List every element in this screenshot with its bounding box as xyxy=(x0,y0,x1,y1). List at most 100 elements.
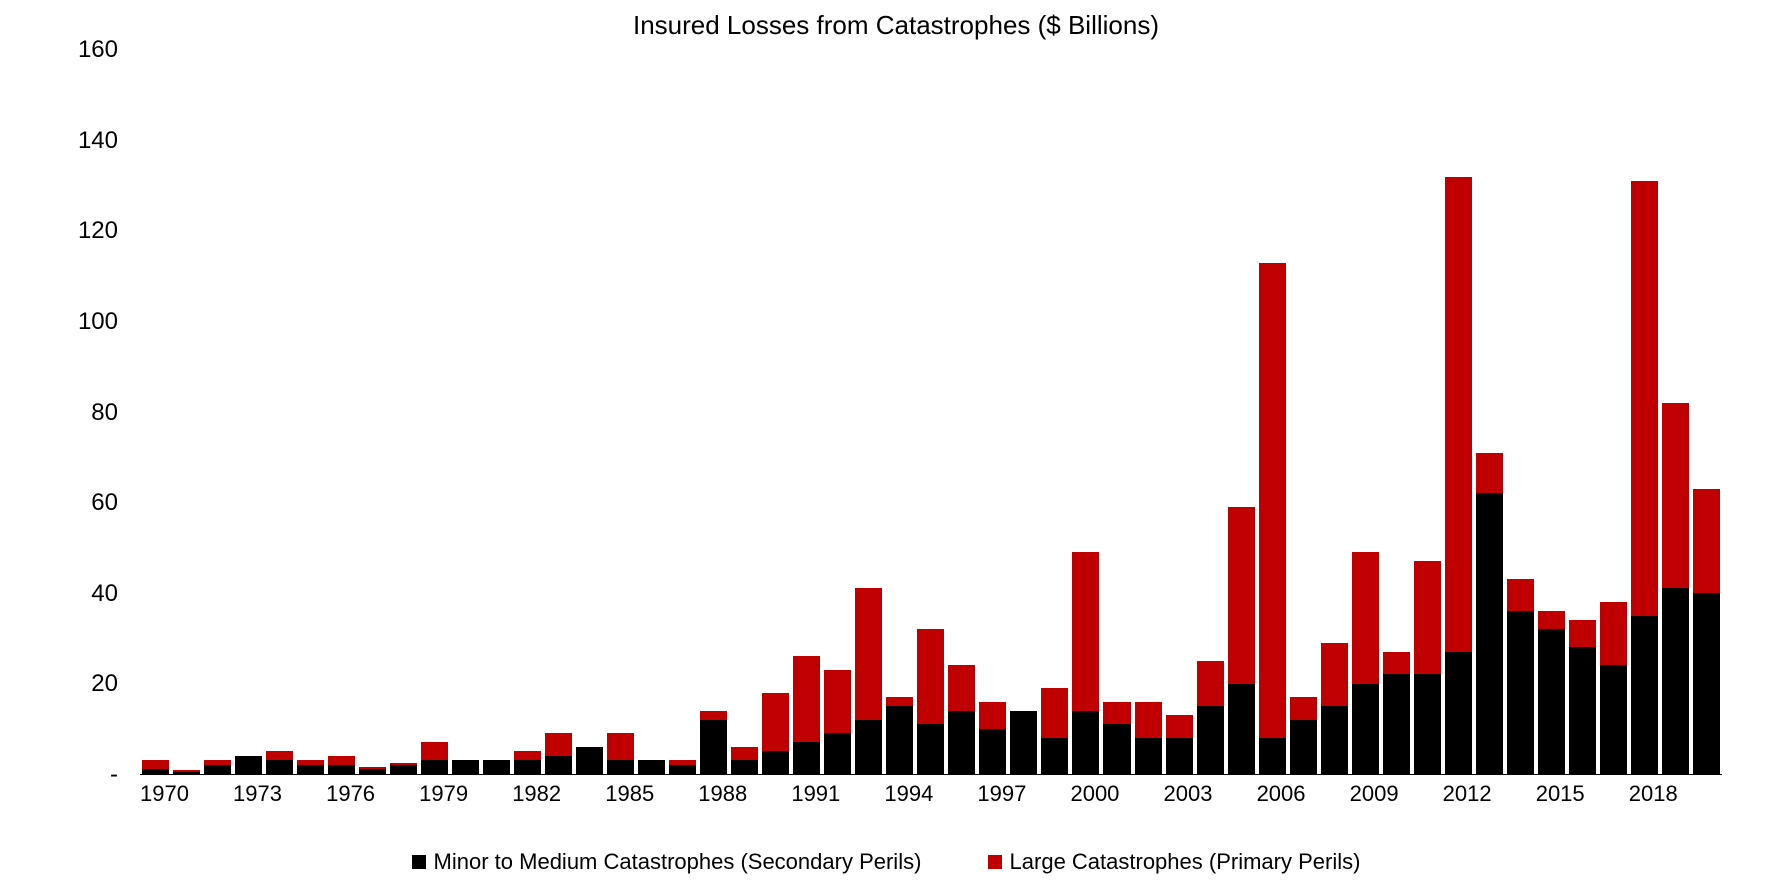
x-tick-label xyxy=(189,781,211,807)
bar-secondary xyxy=(328,765,355,774)
bar-primary xyxy=(1414,561,1441,674)
bar-group xyxy=(1103,50,1130,774)
bar-secondary xyxy=(824,733,851,774)
bar-group xyxy=(545,50,572,774)
bar-group xyxy=(421,50,448,774)
bar-primary xyxy=(1352,552,1379,683)
bar-secondary xyxy=(390,765,417,774)
bar-group xyxy=(1600,50,1627,774)
bar-primary xyxy=(855,588,882,719)
bar-primary xyxy=(607,733,634,760)
bar-secondary xyxy=(576,747,603,774)
bar-secondary xyxy=(1259,738,1286,774)
bar-secondary xyxy=(1600,665,1627,774)
bar-secondary xyxy=(421,760,448,774)
x-tick-label xyxy=(1585,781,1607,807)
x-tick-label xyxy=(1421,781,1443,807)
bar-group xyxy=(1010,50,1037,774)
bar-primary xyxy=(1476,453,1503,494)
bar-primary xyxy=(1103,702,1130,725)
x-tick-label: 2000 xyxy=(1070,781,1119,807)
bar-group xyxy=(204,50,231,774)
x-tick-label: 2012 xyxy=(1443,781,1492,807)
bar-secondary xyxy=(142,769,169,774)
legend: Minor to Medium Catastrophes (Secondary … xyxy=(0,849,1772,875)
bar-group xyxy=(297,50,324,774)
bar-primary xyxy=(700,711,727,720)
legend-label-secondary: Minor to Medium Catastrophes (Secondary … xyxy=(434,849,922,875)
bar-primary xyxy=(328,756,355,765)
bar-secondary xyxy=(762,751,789,774)
bar-group xyxy=(1631,50,1658,774)
bar-group xyxy=(1538,50,1565,774)
bar-primary xyxy=(762,693,789,752)
bar-secondary xyxy=(917,724,944,774)
x-tick-label xyxy=(1306,781,1328,807)
x-tick-label xyxy=(375,781,397,807)
x-tick-label xyxy=(1607,781,1629,807)
bar-group xyxy=(1166,50,1193,774)
legend-label-primary: Large Catastrophes (Primary Perils) xyxy=(1010,849,1361,875)
bar-primary xyxy=(1693,489,1720,593)
bar-secondary xyxy=(1383,674,1410,774)
bar-secondary xyxy=(638,760,665,774)
bar-secondary xyxy=(1507,611,1534,774)
bar-secondary xyxy=(793,742,820,774)
bar-secondary xyxy=(1352,684,1379,775)
y-tick-label: 80 xyxy=(91,399,118,427)
y-tick-label: 20 xyxy=(91,670,118,698)
bar-secondary xyxy=(1569,647,1596,774)
bar-secondary xyxy=(266,760,293,774)
x-tick-label: 2018 xyxy=(1629,781,1678,807)
bar-secondary xyxy=(1693,593,1720,774)
bar-secondary xyxy=(1631,616,1658,774)
bar-secondary xyxy=(173,772,200,774)
bar-group xyxy=(731,50,758,774)
bar-secondary xyxy=(1476,493,1503,774)
bar-group xyxy=(917,50,944,774)
bar-primary xyxy=(1228,507,1255,683)
bar-group xyxy=(1259,50,1286,774)
bar-secondary xyxy=(1072,711,1099,774)
bar-secondary xyxy=(483,760,510,774)
bar-secondary xyxy=(607,760,634,774)
x-tick-label: 1970 xyxy=(140,781,189,807)
bar-secondary xyxy=(1321,706,1348,774)
bar-group xyxy=(328,50,355,774)
bar-primary xyxy=(1662,403,1689,589)
bar-group xyxy=(173,50,200,774)
x-tick-label xyxy=(211,781,233,807)
x-tick-label xyxy=(1492,781,1514,807)
x-tick-label: 1991 xyxy=(791,781,840,807)
x-tick-label xyxy=(654,781,676,807)
x-tick-label: 1997 xyxy=(977,781,1026,807)
x-tick-label: 1976 xyxy=(326,781,375,807)
x-tick-label: 1988 xyxy=(698,781,747,807)
legend-item-secondary: Minor to Medium Catastrophes (Secondary … xyxy=(412,849,922,875)
bar-primary xyxy=(421,742,448,760)
bar-group xyxy=(1041,50,1068,774)
legend-swatch-secondary xyxy=(412,855,426,869)
bar-primary xyxy=(1631,181,1658,615)
bar-group xyxy=(948,50,975,774)
bar-group xyxy=(855,50,882,774)
x-tick-label xyxy=(561,781,583,807)
bar-group xyxy=(1662,50,1689,774)
bar-secondary xyxy=(1228,684,1255,775)
x-tick-label: 1994 xyxy=(884,781,933,807)
x-tick-label xyxy=(840,781,862,807)
bar-primary xyxy=(1600,602,1627,665)
y-tick-label: 60 xyxy=(91,489,118,517)
x-tick-label xyxy=(676,781,698,807)
x-tick-label xyxy=(1026,781,1048,807)
x-tick-label xyxy=(1048,781,1070,807)
y-tick-label: 100 xyxy=(78,308,118,336)
bar-primary xyxy=(886,697,913,706)
bar-group xyxy=(576,50,603,774)
bar-primary xyxy=(1072,552,1099,710)
bar-group xyxy=(1290,50,1317,774)
bar-secondary xyxy=(204,765,231,774)
bar-secondary xyxy=(1010,711,1037,774)
bar-group xyxy=(1445,50,1472,774)
bar-secondary xyxy=(235,756,262,774)
